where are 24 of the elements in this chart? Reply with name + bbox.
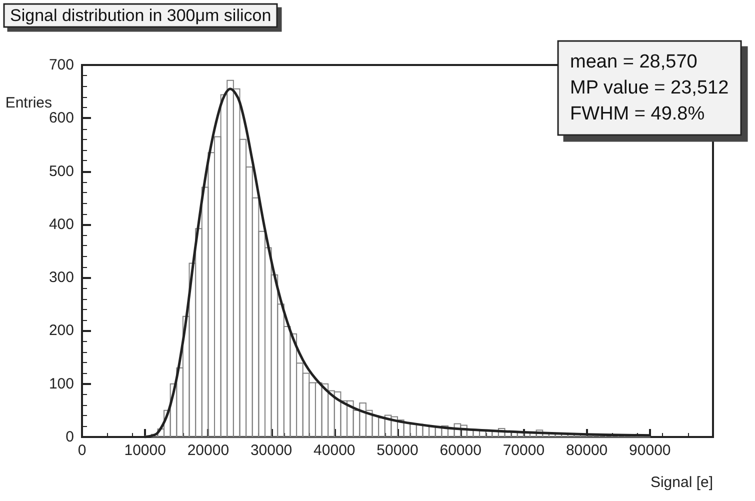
x-tick-label: 30000 [250, 442, 292, 459]
y-tick-label: 500 [48, 162, 74, 180]
x-tick-label: 0 [78, 442, 86, 459]
y-tick-label: 400 [48, 216, 74, 233]
chart-title: Signal distribution in 300μm silicon [10, 6, 272, 25]
x-axis-title: Signal [e] [650, 474, 713, 491]
annotation: FWHM = 49.8% [570, 104, 705, 124]
y-axis-title: Entries [5, 94, 52, 112]
x-tick-label: 50000 [376, 442, 418, 459]
annotation: MP value = 23,512 [570, 78, 729, 98]
y-tick-label: 200 [48, 322, 74, 340]
x-tick-label: 90000 [629, 442, 671, 459]
annotation: mean = 28,570 [570, 52, 698, 72]
y-tick-label: 700 [48, 56, 74, 74]
y-tick-label: 300 [48, 269, 74, 286]
x-tick-label: 20000 [187, 442, 230, 459]
x-tick-label: 10000 [124, 442, 166, 459]
x-tick-label: 60000 [440, 442, 482, 459]
x-tick-label: 80000 [566, 442, 608, 459]
x-tick-label: 40000 [314, 442, 356, 459]
x-tick-label: 70000 [502, 442, 545, 459]
y-tick-label: 0 [66, 428, 74, 446]
y-tick-label: 100 [48, 375, 74, 392]
y-tick-label: 600 [48, 110, 74, 127]
